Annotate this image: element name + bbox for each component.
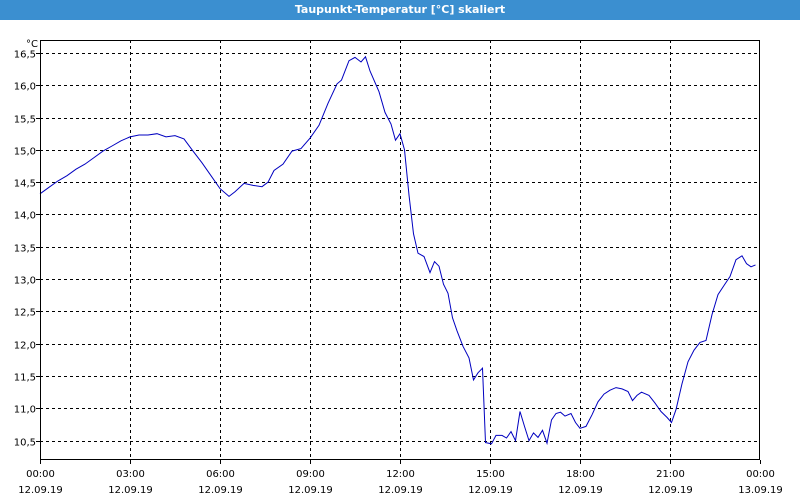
- x-tick-time: 00:00: [746, 469, 775, 480]
- y-tick-label: 13,5: [14, 244, 36, 255]
- dewpoint-chart: 10,5 11,0 11,5 12,0 12,5 13,0 13,5 14,0 14,5 15,0…: [14, 39, 783, 496]
- y-tick-label: 14,5: [14, 179, 36, 190]
- x-tick-date: 13.09.19: [738, 485, 783, 496]
- x-tick-date: 12.09.19: [468, 485, 513, 496]
- x-tick-time: 03:00: [116, 469, 145, 480]
- y-tick-label: 11,0: [14, 405, 36, 416]
- y-tick-label: 16,0: [14, 82, 36, 93]
- y-tick-label: 15,5: [14, 115, 36, 126]
- x-tick-date: 12.09.19: [378, 485, 423, 496]
- x-tick-time: 15:00: [476, 469, 505, 480]
- x-tick-date: 12.09.19: [108, 485, 153, 496]
- chart-title: Taupunkt-Temperatur [°C] skaliert: [294, 3, 506, 16]
- y-axis: 10,5 11,0 11,5 12,0 12,5 13,0 13,5 14,0 14,5 15,0…: [14, 50, 40, 449]
- x-tick-time: 12:00: [386, 469, 415, 480]
- x-tick-date: 12.09.19: [18, 485, 63, 496]
- x-tick-time: 06:00: [206, 469, 235, 480]
- plot-frame: [40, 40, 760, 460]
- x-tick-date: 12.09.19: [198, 485, 243, 496]
- y-tick-label: 10,5: [14, 438, 36, 449]
- y-tick-label: 12,5: [14, 308, 36, 319]
- x-tick-time: 21:00: [656, 469, 685, 480]
- chart-titlebar: Taupunkt-Temperatur [°C] skaliert: [0, 0, 800, 20]
- y-tick-label: 14,0: [14, 211, 36, 222]
- y-unit-label: °C: [26, 39, 38, 50]
- y-tick-label: 16,5: [14, 50, 36, 61]
- x-tick-date: 12.09.19: [288, 485, 333, 496]
- y-tick-label: 13,0: [14, 276, 36, 287]
- series-line: [39, 55, 756, 446]
- grid-lines: [40, 40, 760, 460]
- x-axis: 00:00 12.09.19 03:00 12.09.19 06:00 12.09.19 0…: [18, 460, 783, 496]
- x-tick-date: 12.09.19: [558, 485, 603, 496]
- x-tick-time: 09:00: [296, 469, 325, 480]
- x-tick-time: 18:00: [566, 469, 595, 480]
- x-tick-date: 12.09.19: [648, 485, 693, 496]
- y-tick-label: 12,0: [14, 341, 36, 352]
- y-tick-label: 11,5: [14, 373, 36, 384]
- y-tick-label: 15,0: [14, 147, 36, 158]
- x-tick-time: 00:00: [26, 469, 55, 480]
